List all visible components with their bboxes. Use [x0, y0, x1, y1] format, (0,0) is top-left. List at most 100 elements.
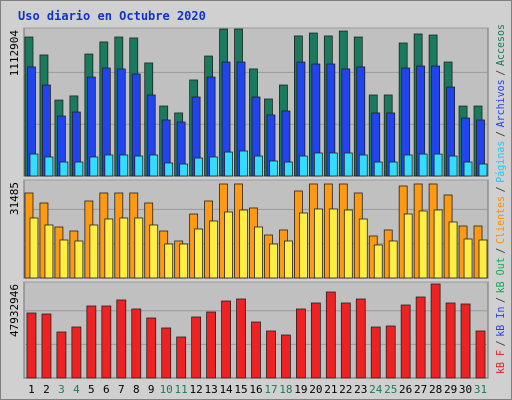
bar — [403, 154, 413, 177]
bar — [463, 238, 473, 279]
bar — [433, 209, 443, 279]
bar — [104, 154, 114, 177]
legend-separator: / — [494, 70, 507, 76]
bar — [388, 161, 398, 177]
x-tick-label: 26 — [399, 383, 412, 396]
bar — [224, 211, 233, 279]
bar — [254, 155, 263, 177]
bar — [146, 317, 157, 379]
x-tick-label: 16 — [249, 383, 262, 396]
bar — [373, 244, 383, 279]
bar — [370, 326, 381, 379]
bar — [74, 161, 84, 177]
bar — [310, 302, 321, 379]
x-tick-label: 13 — [204, 383, 217, 396]
bar — [29, 217, 39, 279]
bar — [206, 311, 216, 379]
bar — [101, 305, 112, 379]
bar — [358, 154, 368, 177]
legend-item: kB Out — [494, 257, 507, 293]
legend-separator: / — [494, 131, 507, 137]
bar — [176, 336, 187, 379]
bar — [343, 209, 353, 279]
x-tick-label: 2 — [43, 383, 50, 396]
chart-title: Uso diario en Octubre 2020 — [18, 9, 206, 23]
bar — [164, 243, 174, 279]
bar — [116, 299, 127, 379]
bar — [74, 240, 84, 279]
legend-separator: / — [494, 340, 507, 346]
bar — [281, 334, 291, 379]
bar — [254, 226, 263, 279]
bar — [56, 331, 67, 379]
bar — [373, 161, 383, 177]
x-tick-label: 27 — [414, 383, 427, 396]
bar — [236, 298, 246, 379]
bar — [385, 325, 396, 379]
x-tick-label: 9 — [148, 383, 155, 396]
bar — [44, 156, 54, 177]
legend-separator: / — [494, 297, 507, 303]
bar — [251, 321, 261, 379]
x-tick-label: 7 — [118, 383, 125, 396]
y-tick-label: 47932946 — [8, 284, 21, 337]
bar — [328, 208, 338, 279]
x-tick-label: 17 — [264, 383, 277, 396]
x-tick-label: 15 — [234, 383, 247, 396]
bar — [209, 220, 218, 279]
bar — [284, 240, 293, 279]
bar — [149, 224, 159, 279]
bar — [355, 298, 366, 379]
legend-item: Archivos — [494, 79, 507, 127]
bar — [119, 217, 129, 279]
bar — [266, 330, 276, 379]
x-tick-label: 12 — [190, 383, 203, 396]
bar — [194, 228, 204, 279]
bar — [161, 327, 172, 379]
bar — [296, 308, 306, 379]
bar — [134, 217, 144, 279]
bar — [164, 162, 174, 177]
bar — [239, 209, 248, 279]
x-tick-label: 4 — [73, 383, 80, 396]
bar — [179, 243, 189, 279]
x-tick-label: 11 — [175, 383, 188, 396]
bar — [478, 239, 488, 279]
bar — [445, 302, 456, 379]
bar — [224, 151, 233, 177]
x-tick-label: 28 — [429, 383, 442, 396]
legend-item: kB In — [494, 307, 507, 337]
bar — [418, 153, 428, 177]
bar — [71, 326, 82, 379]
y-tick-label: 31485 — [8, 182, 21, 215]
bar — [104, 218, 114, 279]
x-tick-label: 10 — [160, 383, 173, 396]
x-tick-label: 24 — [369, 383, 383, 396]
bar — [448, 155, 458, 177]
bar — [44, 224, 54, 279]
x-tick-label: 8 — [133, 383, 140, 396]
bar — [448, 221, 458, 279]
bar — [29, 153, 39, 177]
bar — [89, 156, 99, 177]
bar — [134, 155, 144, 177]
bar — [313, 152, 323, 177]
x-tick-label: 6 — [103, 383, 110, 396]
bar — [415, 296, 426, 379]
bar — [340, 302, 351, 379]
bar — [149, 154, 159, 177]
legend-item: Clientes — [494, 196, 507, 244]
bar — [325, 291, 336, 379]
x-tick-label: 20 — [309, 383, 322, 396]
bar — [299, 155, 308, 177]
x-tick-label: 14 — [219, 383, 233, 396]
x-tick-label: 30 — [459, 383, 472, 396]
bar — [478, 163, 488, 177]
bar — [131, 308, 142, 379]
legend-item: Páginas — [494, 141, 507, 183]
bar — [191, 316, 202, 379]
bar — [269, 160, 278, 177]
bar — [400, 304, 411, 379]
x-tick-label: 23 — [354, 383, 367, 396]
